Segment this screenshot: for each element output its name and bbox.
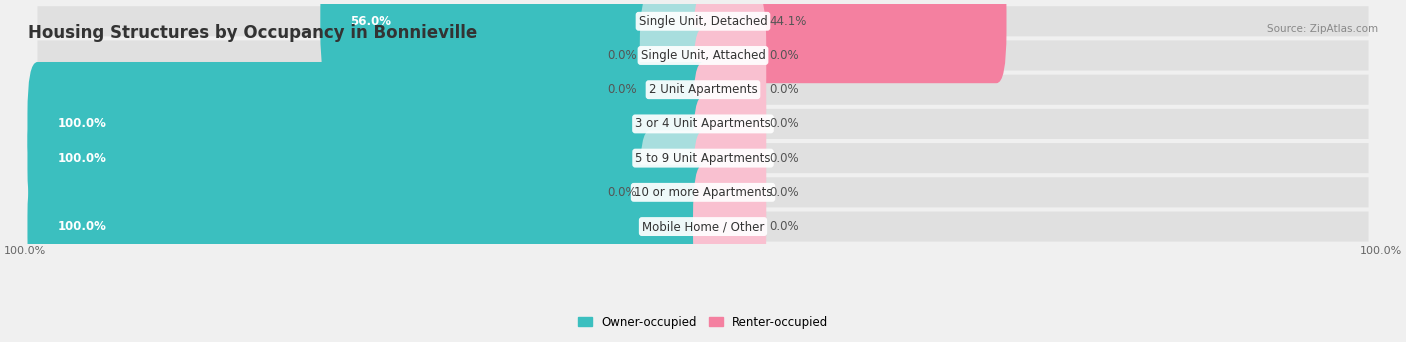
FancyBboxPatch shape bbox=[28, 96, 713, 220]
Text: Source: ZipAtlas.com: Source: ZipAtlas.com bbox=[1267, 24, 1378, 34]
Text: 0.0%: 0.0% bbox=[607, 83, 637, 96]
Text: 0.0%: 0.0% bbox=[769, 49, 799, 62]
Text: 0.0%: 0.0% bbox=[769, 117, 799, 130]
Text: 3 or 4 Unit Apartments: 3 or 4 Unit Apartments bbox=[636, 117, 770, 130]
FancyBboxPatch shape bbox=[28, 62, 713, 186]
FancyBboxPatch shape bbox=[321, 0, 713, 83]
FancyBboxPatch shape bbox=[38, 143, 1368, 173]
FancyBboxPatch shape bbox=[38, 40, 1368, 70]
Text: Single Unit, Detached: Single Unit, Detached bbox=[638, 15, 768, 28]
Text: Mobile Home / Other: Mobile Home / Other bbox=[641, 220, 765, 233]
FancyBboxPatch shape bbox=[693, 0, 1007, 83]
Text: 44.1%: 44.1% bbox=[769, 15, 807, 28]
Text: 0.0%: 0.0% bbox=[607, 49, 637, 62]
Text: Housing Structures by Occupancy in Bonnieville: Housing Structures by Occupancy in Bonni… bbox=[28, 24, 478, 42]
Legend: Owner-occupied, Renter-occupied: Owner-occupied, Renter-occupied bbox=[578, 316, 828, 329]
FancyBboxPatch shape bbox=[28, 165, 713, 289]
Text: 0.0%: 0.0% bbox=[769, 186, 799, 199]
Text: 0.0%: 0.0% bbox=[769, 152, 799, 165]
Text: 100.0%: 100.0% bbox=[4, 246, 46, 256]
Text: 100.0%: 100.0% bbox=[58, 220, 107, 233]
FancyBboxPatch shape bbox=[693, 28, 766, 152]
Text: 0.0%: 0.0% bbox=[769, 220, 799, 233]
FancyBboxPatch shape bbox=[693, 96, 766, 220]
Text: 100.0%: 100.0% bbox=[58, 152, 107, 165]
FancyBboxPatch shape bbox=[38, 177, 1368, 207]
FancyBboxPatch shape bbox=[640, 130, 713, 254]
Text: 56.0%: 56.0% bbox=[350, 15, 391, 28]
Text: 10 or more Apartments: 10 or more Apartments bbox=[634, 186, 772, 199]
FancyBboxPatch shape bbox=[693, 62, 766, 186]
FancyBboxPatch shape bbox=[38, 211, 1368, 241]
FancyBboxPatch shape bbox=[693, 165, 766, 289]
FancyBboxPatch shape bbox=[38, 6, 1368, 36]
Text: Single Unit, Attached: Single Unit, Attached bbox=[641, 49, 765, 62]
Text: 100.0%: 100.0% bbox=[1360, 246, 1402, 256]
FancyBboxPatch shape bbox=[693, 0, 766, 117]
FancyBboxPatch shape bbox=[640, 28, 713, 152]
FancyBboxPatch shape bbox=[38, 109, 1368, 139]
Text: 0.0%: 0.0% bbox=[607, 186, 637, 199]
Text: 2 Unit Apartments: 2 Unit Apartments bbox=[648, 83, 758, 96]
FancyBboxPatch shape bbox=[693, 130, 766, 254]
Text: 5 to 9 Unit Apartments: 5 to 9 Unit Apartments bbox=[636, 152, 770, 165]
FancyBboxPatch shape bbox=[38, 75, 1368, 105]
FancyBboxPatch shape bbox=[640, 0, 713, 117]
Text: 100.0%: 100.0% bbox=[58, 117, 107, 130]
Text: 0.0%: 0.0% bbox=[769, 83, 799, 96]
